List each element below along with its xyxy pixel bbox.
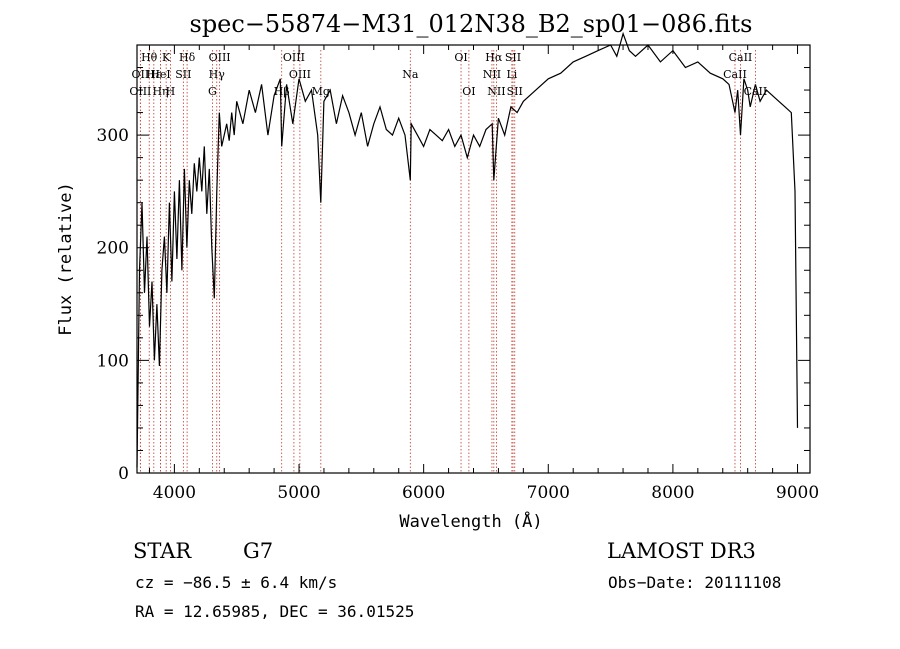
spectral-line-label: OIII xyxy=(209,51,231,64)
spectral-line-label: OIII xyxy=(283,51,305,64)
y-tick-label: 0 xyxy=(118,464,129,484)
y-axis-ticks: 0 100 200 300 xyxy=(97,67,810,484)
spectral-line-label: K xyxy=(162,51,171,64)
chart-title: spec−55874−M31_012N38_B2_sp01−086.fits xyxy=(190,10,753,38)
spectral-line-label: OIII xyxy=(129,85,151,98)
spectral-line-label: SII xyxy=(507,85,523,98)
spectral-line-label: NII xyxy=(487,85,505,98)
spectral-line-label: H xyxy=(166,85,176,98)
plot-frame xyxy=(136,44,811,474)
y-tick-label: 100 xyxy=(97,351,129,371)
spectral-line-label: Hη xyxy=(152,85,168,98)
x-axis-label: Wavelength (Å) xyxy=(399,510,542,532)
spectral-line-label: CaII xyxy=(729,51,753,64)
spectral-line-label: HeI xyxy=(150,68,170,81)
spectral-line-markers xyxy=(139,50,756,473)
object-subclass: G7 xyxy=(243,539,273,563)
spectral-line-label: G xyxy=(208,85,217,98)
spectrum-series-line xyxy=(136,31,799,468)
x-tick-label: 7000 xyxy=(527,483,570,503)
spectral-line-label: SII xyxy=(175,68,191,81)
spectral-line-label: OIII xyxy=(289,68,311,81)
observation-date: Obs−Date: 20111108 xyxy=(608,573,781,592)
survey-release: LAMOST DR3 xyxy=(607,539,756,563)
spectral-line-label: Hγ xyxy=(209,68,226,81)
spectral-line-label: CaII xyxy=(744,85,768,98)
spectral-line-label: SII xyxy=(505,51,521,64)
y-tick-label: 300 xyxy=(97,126,129,146)
sky-coordinates: RA = 12.65985, DEC = 36.01525 xyxy=(135,602,414,621)
x-tick-label: 6000 xyxy=(402,483,445,503)
spectral-line-label: Hα xyxy=(485,51,503,64)
spectral-line-label: OI xyxy=(462,85,475,98)
spectral-line-label: Hδ xyxy=(179,51,196,64)
x-tick-label: 8000 xyxy=(651,483,694,503)
y-axis-label: Flux (relative) xyxy=(56,182,76,336)
redshift-value: cz = −86.5 ± 6.4 km/s xyxy=(135,573,337,592)
x-tick-label: 5000 xyxy=(277,483,320,503)
spectral-line-label: CaII xyxy=(723,68,747,81)
y-tick-label: 200 xyxy=(97,239,129,259)
x-axis-ticks: 4000 5000 6000 7000 8000 9000 xyxy=(148,45,819,503)
spectral-line-label: Na xyxy=(402,68,419,81)
spectral-line-label: Mg xyxy=(312,85,330,98)
spectral-line-label: Hθ xyxy=(141,51,158,64)
x-tick-label: 9000 xyxy=(776,483,819,503)
spectral-line-label: NII xyxy=(483,68,501,81)
spectral-line-label: OI xyxy=(454,51,467,64)
object-class: STAR xyxy=(133,539,192,563)
spectral-line-label: Li xyxy=(506,68,517,81)
spectral-line-label: Hε xyxy=(146,68,162,81)
spectral-line-label: OII xyxy=(132,68,150,81)
x-tick-label: 4000 xyxy=(153,483,196,503)
